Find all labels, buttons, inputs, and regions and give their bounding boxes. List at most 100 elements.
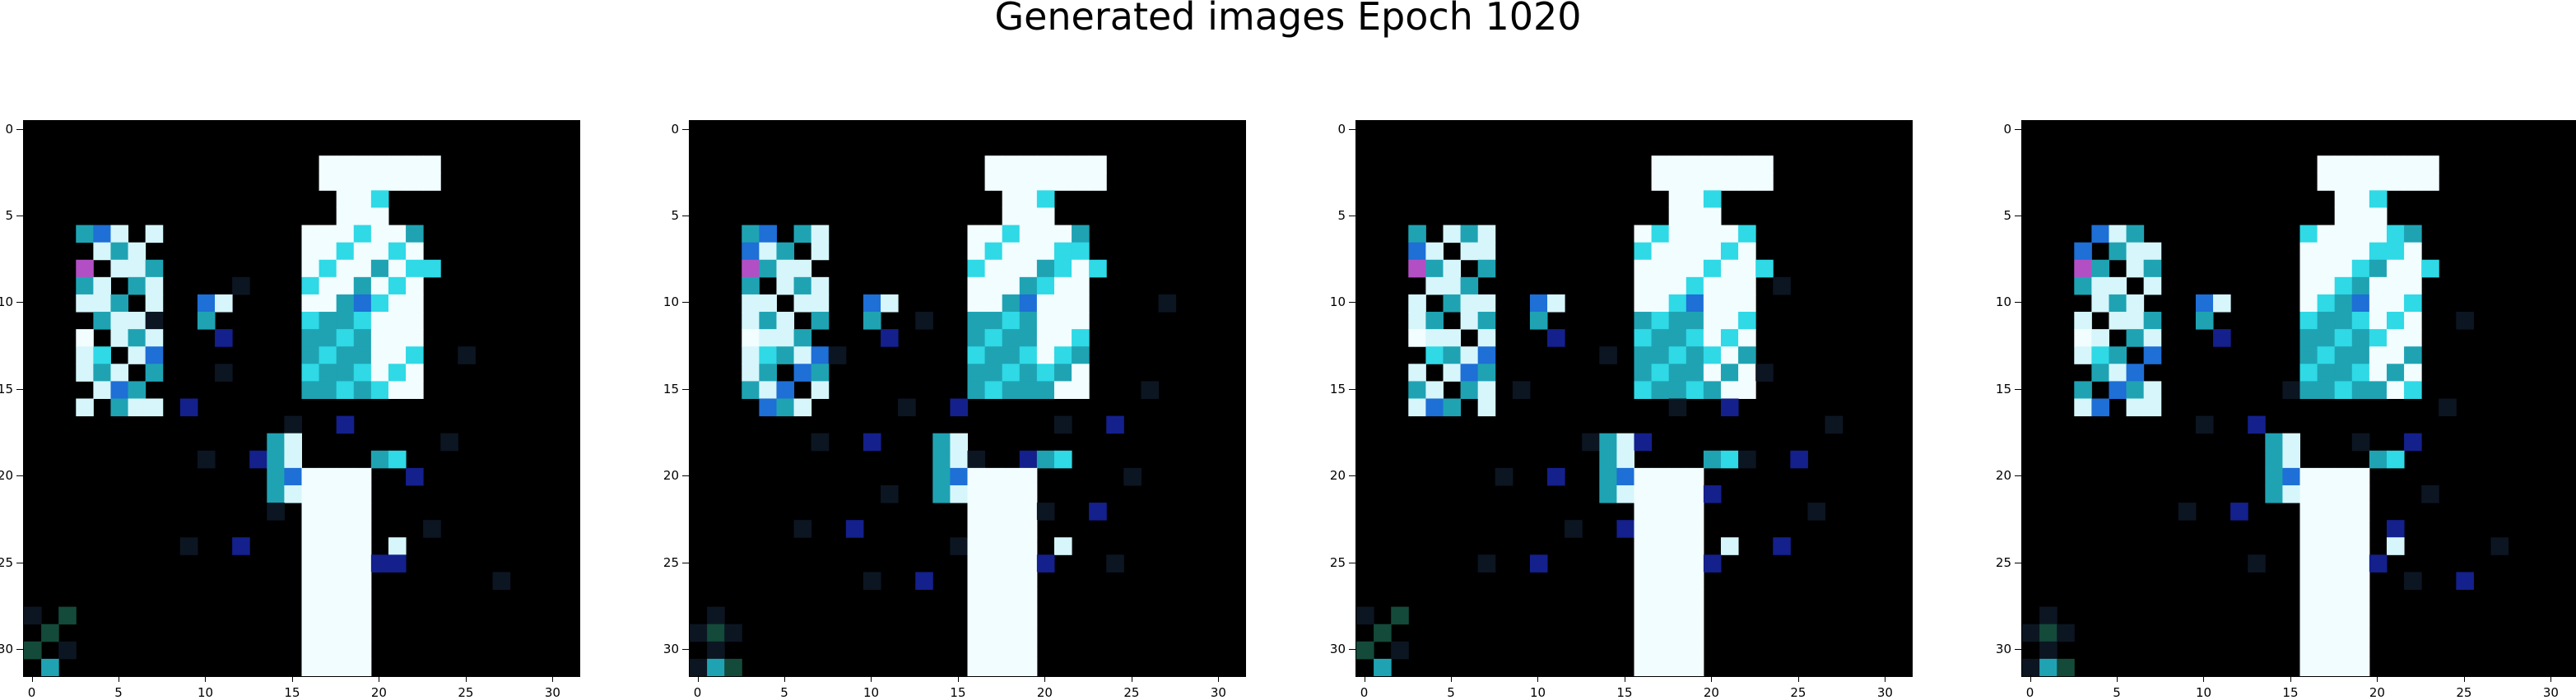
pixel xyxy=(145,329,164,347)
pixel xyxy=(1053,294,1072,313)
pixel xyxy=(76,346,94,364)
pixel xyxy=(301,242,320,261)
pixel xyxy=(2369,554,2388,573)
x-tick-label: 5 xyxy=(780,685,788,700)
pixel xyxy=(1634,589,1653,608)
pixel xyxy=(2265,450,2283,469)
pixel xyxy=(1634,346,1653,364)
pixel xyxy=(1356,606,1374,625)
pixel xyxy=(811,346,830,364)
pixel xyxy=(179,398,198,417)
pixel xyxy=(950,467,968,486)
pixel xyxy=(1599,450,1617,469)
pixel xyxy=(2456,312,2474,330)
pixel xyxy=(2404,381,2422,399)
pixel xyxy=(1002,381,1021,399)
y-tick-label: 20 xyxy=(1329,468,1346,484)
pixel xyxy=(1408,398,1426,417)
pixel xyxy=(2404,572,2422,591)
pixel xyxy=(2334,606,2353,625)
pixel xyxy=(1720,155,1739,174)
pixel xyxy=(2386,450,2405,469)
pixel xyxy=(145,294,164,313)
pixel xyxy=(1651,155,1670,174)
pixel xyxy=(1002,606,1021,625)
pixel xyxy=(2299,276,2318,295)
pixel xyxy=(2404,312,2422,330)
pixel xyxy=(707,624,725,642)
pixel xyxy=(1460,312,1479,330)
pixel xyxy=(2299,520,2318,538)
pixel xyxy=(1053,537,1072,555)
pixel xyxy=(2143,312,2162,330)
pixel xyxy=(353,520,372,538)
pixel xyxy=(110,364,129,382)
pixel xyxy=(2404,242,2422,261)
pixel xyxy=(2369,329,2388,347)
pixel xyxy=(353,624,372,642)
pixel xyxy=(2404,433,2422,452)
pixel xyxy=(1089,173,1107,191)
pixel xyxy=(370,312,389,330)
pixel xyxy=(1668,467,1687,486)
pixel xyxy=(759,294,777,313)
pixel xyxy=(406,259,424,278)
pixel xyxy=(301,572,320,591)
x-tick-label: 25 xyxy=(2456,685,2472,700)
pixel xyxy=(1547,329,1565,347)
pixel xyxy=(319,658,337,676)
pixel xyxy=(24,606,42,625)
pixel xyxy=(1825,415,1844,434)
pixel xyxy=(2317,554,2336,573)
pixel xyxy=(1651,520,1670,538)
pixel xyxy=(1002,554,1021,573)
pixel xyxy=(110,242,129,261)
pixel xyxy=(370,190,389,208)
pixel xyxy=(353,190,372,208)
pixel xyxy=(950,484,968,503)
pixel xyxy=(1686,572,1704,591)
pixel xyxy=(2334,329,2353,347)
pixel xyxy=(2074,381,2092,399)
pixel xyxy=(1036,312,1055,330)
x-tick-label: 30 xyxy=(2542,685,2559,700)
pixel xyxy=(1019,381,1038,399)
pixel xyxy=(1019,484,1038,503)
x-tick-label: 15 xyxy=(2282,685,2299,700)
pixel xyxy=(1072,225,1090,243)
pixel xyxy=(1686,329,1704,347)
image-panel-3: 0 5 10 15 20 25 30 0 5 10 15 20 25 30 xyxy=(1330,120,1913,700)
pixel xyxy=(2334,658,2353,676)
pixel xyxy=(742,242,760,261)
pixel xyxy=(301,276,320,295)
pixel xyxy=(1477,381,1496,399)
pixel xyxy=(2282,381,2300,399)
y-tick xyxy=(16,388,23,390)
generated-image-3 xyxy=(1355,120,1913,677)
generated-image-2 xyxy=(689,120,1246,677)
pixel xyxy=(215,364,233,382)
pixel xyxy=(2334,572,2353,591)
pixel xyxy=(2299,346,2318,364)
pixel xyxy=(301,537,320,555)
pixel xyxy=(1720,537,1739,555)
pixel xyxy=(1634,364,1653,382)
pixel xyxy=(2074,398,2092,417)
y-tick-label: 30 xyxy=(1329,642,1346,657)
pixel xyxy=(2351,225,2370,243)
pixel xyxy=(2386,225,2405,243)
pixel xyxy=(967,503,986,521)
pixel xyxy=(232,276,250,295)
pixel xyxy=(1720,225,1739,243)
pixel xyxy=(2074,242,2092,261)
pixel xyxy=(93,294,111,313)
pixel xyxy=(776,276,795,295)
pixel xyxy=(1651,225,1670,243)
pixel xyxy=(1703,276,1722,295)
pixel xyxy=(2404,276,2422,295)
pixel xyxy=(319,364,337,382)
pixel xyxy=(2351,641,2370,660)
pixel xyxy=(1036,207,1055,226)
pixel xyxy=(1408,381,1426,399)
pixel xyxy=(319,155,337,174)
